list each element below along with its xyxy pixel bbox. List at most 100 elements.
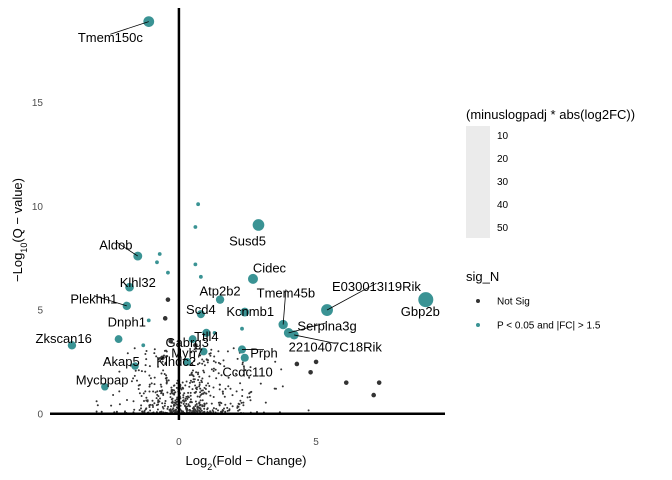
data-point-nonsig — [173, 393, 176, 396]
data-point-nonsig — [343, 380, 349, 385]
data-point-nonsig — [118, 390, 121, 393]
data-point-nonsig — [241, 361, 244, 364]
data-point-nonsig — [126, 352, 129, 355]
gene-label-atp2b2: Atp2b2 — [199, 283, 240, 298]
data-point-nonsig — [184, 397, 187, 400]
x-tick-label: 0 — [176, 437, 182, 448]
data-point-nonsig — [242, 404, 245, 407]
data-point-nonsig — [165, 297, 171, 302]
data-point-akap5 — [131, 362, 139, 370]
data-point-nonsig — [169, 396, 172, 399]
data-point-nonsig — [203, 371, 206, 374]
data-point-nonsig — [206, 407, 209, 410]
data-point-nonsig — [191, 388, 194, 391]
label-leader-line — [294, 334, 336, 344]
data-point-nonsig — [228, 408, 231, 411]
gene-label-zkscan16: Zkscan16 — [36, 331, 92, 346]
data-point-nonsig — [106, 357, 109, 360]
data-point-nonsig — [152, 390, 155, 393]
data-point-nonsig — [249, 399, 252, 402]
data-point-nonsig — [198, 383, 201, 386]
data-point-nonsig — [145, 350, 148, 352]
data-point-nonsig — [153, 402, 156, 405]
data-point-kcnmb1 — [240, 307, 250, 317]
data-point-nonsig — [152, 406, 154, 408]
data-point-scd4 — [196, 310, 205, 319]
data-point-nonsig — [208, 385, 211, 387]
data-point-nonsig — [248, 396, 251, 398]
data-point-nonsig — [204, 388, 207, 390]
data-point-nonsig — [191, 381, 194, 384]
x-tick-label: 5 — [313, 437, 319, 448]
data-point-nonsig — [208, 375, 211, 378]
data-point-nonsig — [165, 380, 168, 383]
data-point-nonsig — [371, 392, 376, 398]
data-point-nonsig — [198, 385, 201, 388]
data-point-nonsig — [138, 392, 141, 395]
gene-label-myh7: Myh7 — [171, 346, 203, 361]
data-point-nonsig — [166, 355, 169, 358]
data-point-sig — [166, 270, 170, 275]
data-point-nonsig — [210, 402, 213, 405]
data-point-nonsig — [280, 368, 283, 371]
data-point-nonsig — [209, 354, 212, 357]
significant-points — [67, 16, 434, 391]
data-point-nonsig — [157, 403, 160, 406]
data-point-nonsig — [145, 396, 148, 399]
data-point-nonsig — [195, 387, 197, 390]
data-point-nonsig — [214, 361, 217, 364]
data-point-nonsig — [222, 359, 225, 362]
data-point-nonsig — [143, 409, 146, 412]
data-point-nonsig — [188, 385, 191, 388]
data-point-nonsig — [192, 369, 194, 372]
data-point-nonsig — [214, 368, 217, 371]
gene-labels: Tmem150c Susd5 Gbp2b E030013I19Rik Cidec Aldo… — [36, 21, 440, 388]
data-point-nonsig — [148, 383, 151, 386]
data-point-nonsig — [235, 390, 238, 393]
data-point-nonsig — [264, 401, 267, 404]
data-point-nonsig — [137, 388, 140, 390]
y-tick-label: 10 — [32, 202, 44, 213]
data-point-nonsig — [137, 384, 140, 387]
data-point-nonsig — [208, 352, 211, 355]
data-point-nonsig — [212, 360, 215, 363]
data-point-nonsig — [172, 407, 175, 410]
data-point-sig — [141, 343, 146, 348]
data-point-nonsig — [141, 410, 144, 413]
data-point-nonsig — [148, 390, 151, 393]
data-point-nonsig — [95, 410, 98, 413]
data-point-nonsig — [143, 400, 145, 402]
data-point-sig — [193, 262, 198, 267]
y-tick-label: 0 — [37, 409, 43, 420]
data-point-nonsig — [175, 398, 178, 401]
data-point-nonsig — [212, 386, 215, 389]
data-point-nonsig — [161, 360, 164, 363]
data-point-nonsig — [191, 407, 194, 410]
data-point-nonsig — [200, 379, 203, 382]
data-point-nonsig — [201, 358, 204, 361]
color-legend-label: Not Sig — [497, 297, 530, 308]
data-point-nonsig — [259, 382, 262, 385]
data-point-nonsig — [198, 362, 201, 365]
data-point-nonsig — [169, 392, 172, 395]
data-point-nonsig — [232, 347, 235, 350]
data-point-nonsig — [164, 402, 166, 405]
data-point-nonsig — [158, 390, 161, 392]
data-point-nonsig — [218, 388, 221, 391]
legend: (minuslogpadj * abs(log2FC)) 10 20 30 40 50 si… — [466, 107, 635, 332]
data-point-nonsig — [202, 369, 205, 372]
data-point-nonsig — [231, 394, 234, 397]
data-point-nonsig — [100, 410, 103, 413]
data-point-nonsig — [209, 394, 212, 397]
data-point-nonsig — [203, 407, 206, 410]
size-legend-value: 50 — [497, 223, 509, 234]
data-point-klhl32 — [125, 282, 134, 292]
data-point-nonsig — [242, 401, 245, 404]
data-point-nonsig — [166, 407, 169, 410]
data-point-nonsig — [188, 374, 191, 377]
data-point-nonsig — [197, 373, 199, 376]
data-point-nonsig — [221, 390, 224, 393]
data-point-susd5 — [252, 219, 265, 231]
data-point-sig — [155, 260, 159, 265]
data-point-nonsig — [229, 402, 232, 405]
